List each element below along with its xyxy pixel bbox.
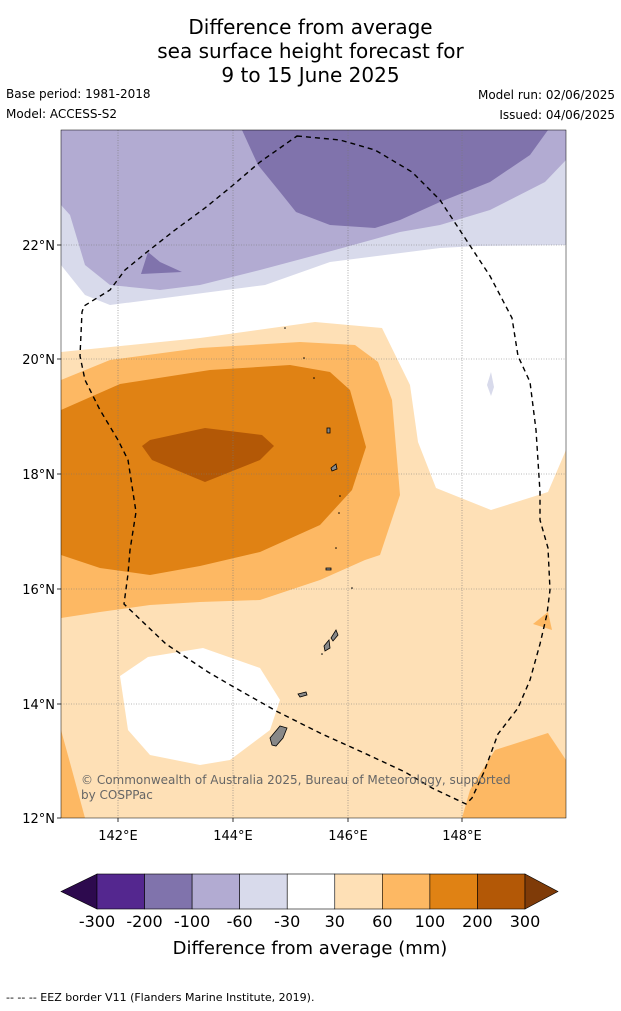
region-60-100-southeast — [462, 733, 566, 818]
region-near-zero-south — [120, 648, 280, 765]
colorbar-segment — [334, 873, 383, 910]
colorbar-title: Difference from average (mm) — [173, 938, 448, 959]
colorbar-segment — [191, 873, 240, 910]
lon-tick-144: 144°E — [213, 829, 253, 844]
lat-tick-12: 12°N — [22, 812, 55, 827]
lat-tick-22: 22°N — [22, 239, 55, 254]
colorbar-segment — [429, 873, 478, 910]
islets — [284, 327, 353, 655]
eez-border — [79, 135, 551, 805]
lat-tick-16: 16°N — [22, 583, 55, 598]
lon-tick-148: 148°E — [442, 829, 482, 844]
colorbar-segment — [286, 873, 336, 910]
region-speck — [487, 372, 494, 396]
island-guam — [269, 725, 288, 747]
colorbar-label: -200 — [126, 912, 162, 931]
island-pagan — [330, 463, 338, 472]
colorbar: -300 -200 -100 -60 -30 30 60 100 200 300 — [60, 873, 559, 931]
lat-tick-14: 14°N — [22, 698, 55, 713]
colorbar-segment — [144, 873, 193, 910]
region-60-100-east-speck — [533, 612, 552, 630]
lon-tick-146: 146°E — [328, 829, 368, 844]
model-name: Model: ACCESS-S2 — [6, 107, 118, 121]
island-rota — [297, 691, 308, 698]
copyright-line-1: © Commonwealth of Australia 2025, Bureau… — [81, 773, 511, 787]
island-saipan — [330, 629, 339, 642]
map-title: Difference from average sea surface heig… — [0, 15, 621, 87]
colorbar-label: -60 — [227, 912, 253, 931]
anomaly-field: © Commonwealth of Australia 2025, Bureau… — [61, 130, 566, 818]
gridlines — [61, 130, 566, 818]
colorbar-label: -30 — [274, 912, 300, 931]
issued-date: Issued: 04/06/2025 — [499, 108, 615, 122]
colorbar-label: 200 — [462, 912, 493, 931]
model-run: Model run: 02/06/2025 — [477, 88, 615, 102]
region-minus-100-200-small — [141, 252, 182, 274]
colorbar-label: -300 — [79, 912, 115, 931]
colorbar-label: 30 — [325, 912, 345, 931]
lat-tick-18: 18°N — [22, 468, 55, 483]
colorbar-label: 100 — [415, 912, 446, 931]
colorbar-segment — [239, 873, 288, 910]
title-line-1: Difference from average — [188, 15, 433, 39]
colorbar-segment — [382, 873, 431, 910]
eez-legend: -- -- -- EEZ border V11 (Flanders Marine… — [6, 991, 315, 1004]
base-period: Base period: 1981-2018 — [6, 87, 151, 101]
region-60-100-southwest — [61, 730, 85, 818]
region-200-300 — [142, 428, 274, 482]
island-tinian — [323, 639, 331, 652]
copyright-line-2: by COSPPac — [81, 788, 153, 802]
lon-tick-142: 142°E — [98, 829, 138, 844]
colorbar-segment — [477, 873, 526, 910]
colorbar-label: 60 — [372, 912, 392, 931]
colorbar-label: -100 — [174, 912, 210, 931]
title-line-3: 9 to 15 June 2025 — [221, 63, 400, 87]
lat-tick-20: 20°N — [22, 353, 55, 368]
island-agrihan — [326, 427, 331, 434]
colorbar-extend-low — [60, 873, 98, 910]
tick-marks — [57, 244, 463, 822]
title-line-2: sea surface height forecast for — [157, 39, 464, 63]
island-anatahan — [325, 567, 332, 571]
region-minus-100-200-north — [242, 130, 548, 228]
colorbar-label: 300 — [510, 912, 541, 931]
islands — [269, 427, 339, 747]
colorbar-segment — [96, 873, 145, 910]
colorbar-extend-high — [524, 873, 559, 910]
